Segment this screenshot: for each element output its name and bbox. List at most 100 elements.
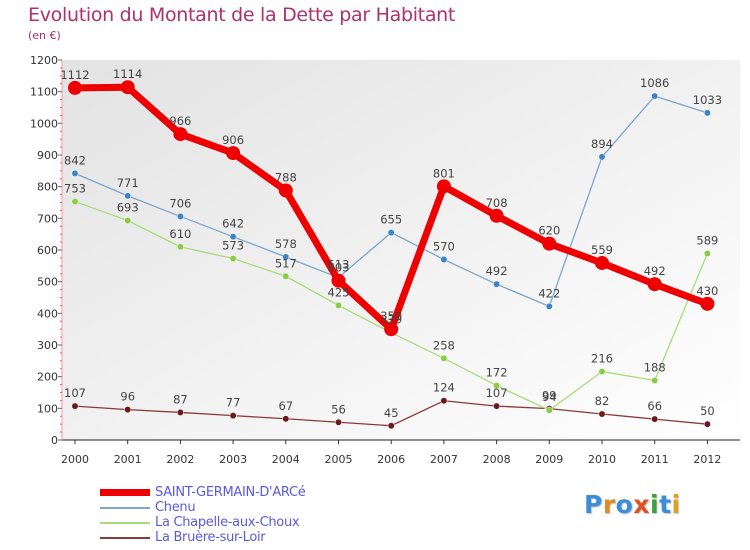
- data-label: 66: [647, 399, 662, 413]
- data-label: 422: [538, 286, 560, 300]
- data-point: [647, 277, 662, 292]
- chart-title: Evolution du Montant de la Dette par Hab…: [28, 4, 456, 26]
- data-point: [493, 280, 501, 288]
- data-label: 753: [64, 182, 86, 196]
- x-tick-label: 2001: [114, 453, 142, 466]
- data-label: 620: [538, 224, 560, 238]
- x-tick-label: 2006: [377, 453, 405, 466]
- series-1: [71, 92, 711, 310]
- y-tick-label: 1000: [30, 117, 58, 130]
- data-point: [440, 354, 448, 362]
- data-point: [542, 236, 557, 251]
- data-label: 559: [591, 243, 613, 257]
- data-point: [703, 420, 711, 428]
- legend-label: La Bruère-sur-Loir: [155, 530, 266, 545]
- plot-background: [62, 60, 740, 440]
- data-label: 1086: [640, 76, 669, 90]
- chart-subtitle: (en €): [28, 29, 61, 42]
- data-point: [71, 402, 79, 410]
- data-point: [651, 415, 659, 423]
- data-label: 578: [275, 237, 297, 251]
- data-label: 99: [542, 389, 557, 403]
- data-point: [703, 109, 711, 117]
- data-label: 425: [328, 285, 350, 299]
- data-point: [229, 255, 237, 262]
- y-tick-label: 600: [37, 244, 58, 257]
- data-point: [282, 272, 290, 280]
- x-tick-label: 2009: [535, 453, 563, 466]
- data-label: 492: [486, 264, 508, 278]
- data-label: 788: [275, 170, 297, 184]
- data-point: [335, 418, 342, 426]
- data-point: [703, 250, 711, 257]
- data-label: 589: [696, 233, 718, 247]
- data-point: [226, 146, 241, 161]
- data-label: 124: [433, 381, 455, 395]
- data-label: 77: [226, 396, 241, 410]
- data-point: [598, 153, 606, 161]
- data-point: [651, 377, 659, 384]
- y-tick-label: 1200: [30, 54, 58, 67]
- legend-swatch: [100, 506, 150, 509]
- data-label: 570: [433, 240, 455, 254]
- data-label: 56: [331, 402, 346, 416]
- legend-label: La Chapelle-aux-Choux: [155, 515, 300, 530]
- y-tick-label: 400: [37, 307, 58, 320]
- data-point: [282, 415, 290, 423]
- data-point: [176, 212, 184, 220]
- data-point: [124, 192, 132, 200]
- data-label: 503: [328, 261, 350, 275]
- data-label: 82: [595, 394, 610, 408]
- data-label: 107: [486, 386, 508, 400]
- data-point: [651, 92, 659, 100]
- data-point: [229, 412, 237, 420]
- x-tick-label: 2010: [588, 453, 616, 466]
- data-point: [71, 169, 79, 177]
- x-tick-label: 2008: [483, 453, 511, 466]
- data-point: [229, 233, 237, 241]
- y-tick-label: 500: [37, 276, 58, 289]
- data-label: 1033: [693, 93, 722, 107]
- legend-swatch: [100, 536, 150, 539]
- data-point: [436, 179, 451, 194]
- data-label: 573: [222, 239, 244, 253]
- x-tick-label: 2005: [325, 453, 353, 466]
- y-tick-label: 900: [37, 149, 58, 162]
- series-0: [68, 80, 715, 337]
- x-tick-label: 2007: [430, 453, 458, 466]
- data-label: 801: [433, 166, 455, 180]
- data-label: 430: [696, 284, 718, 298]
- data-point: [700, 296, 715, 311]
- legend-label: SAINT-GERMAIN-D'ARCé: [155, 485, 306, 500]
- data-label: 350: [380, 309, 402, 323]
- legend-swatch: [100, 521, 150, 524]
- series-3: [71, 397, 711, 430]
- data-point: [440, 256, 448, 263]
- x-tick-label: 2002: [166, 453, 194, 466]
- data-label: 1112: [60, 68, 89, 82]
- data-point: [493, 382, 501, 389]
- y-tick-label: 200: [37, 371, 58, 384]
- y-tick-label: 800: [37, 181, 58, 194]
- data-label: 172: [486, 366, 508, 380]
- legend-swatch: [100, 489, 150, 496]
- data-point: [387, 422, 395, 430]
- data-point: [331, 273, 346, 288]
- x-tick-label: 2000: [61, 453, 89, 466]
- data-point: [489, 208, 504, 223]
- data-point: [176, 243, 184, 251]
- y-tick-label: 100: [37, 402, 58, 415]
- data-label: 45: [384, 406, 399, 420]
- data-label: 610: [169, 227, 191, 241]
- data-label: 642: [222, 217, 244, 231]
- data-point: [598, 368, 606, 376]
- data-label: 706: [169, 196, 191, 210]
- data-point: [440, 397, 448, 405]
- y-tick-label: 1100: [30, 86, 58, 99]
- data-point: [493, 402, 501, 410]
- data-point: [173, 127, 188, 142]
- legend-label: Chenu: [155, 500, 196, 515]
- data-label: 107: [64, 386, 86, 400]
- data-point: [384, 322, 399, 337]
